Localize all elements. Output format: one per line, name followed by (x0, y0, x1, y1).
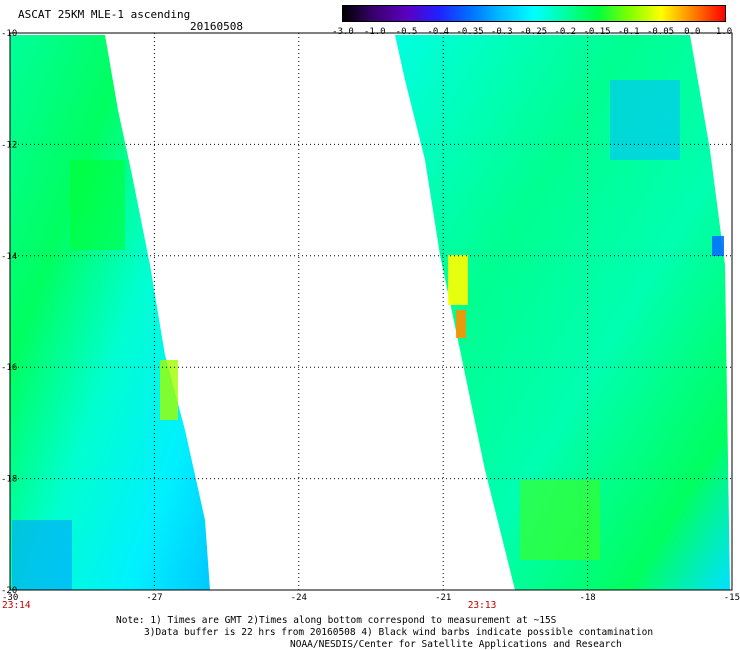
colorbar-tick-label: -0.5 (395, 27, 418, 37)
swath-left-patch (160, 360, 178, 420)
colorbar-labels: -3.0 -1.0 -0.5 -0.4 -0.35 -0.3 -0.25 -0.2 -0.15-… (0, 0, 740, 40)
latitude-label: -12 (1, 140, 17, 150)
axis-labels: -10 -12 -14 -16 -18 -20-30 -27 -24 -21 -18 -15 (1, 29, 740, 600)
swath-right-patch (712, 236, 724, 256)
colorbar-tick-label: -0.05 (646, 27, 675, 37)
colorbar-tick-label: 1.0 (715, 27, 733, 37)
latitude-label: -16 (1, 363, 17, 373)
colorbar (342, 5, 726, 22)
colorbar-tick-label: -0.4 (427, 27, 450, 37)
swath-right-patch (610, 80, 680, 160)
pass-time-label: 23:13 (467, 600, 497, 611)
product-date: 20160508 (190, 20, 243, 33)
wind-swath-map: -10 -12 -14 -16 -18 -20-30 -27 -24 -21 -18 -15 (1, 29, 740, 600)
colorbar-tick-label: -0.25 (519, 27, 548, 37)
note-line-2: 3)Data buffer is 22 hrs from 20160508 4)… (144, 627, 654, 638)
longitude-label: -15 (724, 593, 740, 600)
swath-left (10, 35, 210, 590)
longitude-label: -24 (291, 593, 307, 600)
colorbar-tick-label: -0.3 (490, 27, 513, 37)
swath-right-patch (520, 480, 600, 560)
swath-right (395, 35, 730, 590)
swath-left-patch (12, 520, 72, 590)
colorbar-tick-label: -0.2 (554, 27, 577, 37)
longitude-label: -30 (2, 593, 18, 600)
colorbar-tick-label: -0.1 (617, 27, 640, 37)
swath-right-patch (456, 310, 466, 338)
swath-left-patch (70, 160, 125, 250)
pass-time-label: 23:14 (2, 600, 31, 611)
latitude-label: -20 (1, 586, 17, 596)
swath-right-patch (448, 255, 468, 305)
graticule (9, 32, 733, 591)
longitude-label: -21 (435, 593, 451, 600)
latitude-label: -18 (1, 475, 17, 485)
longitude-label: -27 (146, 593, 162, 600)
note-line-3: NOAA/NESDIS/Center for Satellite Applica… (290, 639, 622, 650)
colorbar-tick-label: -1.0 (363, 27, 386, 37)
colorbar-tick-label: 0.0 (684, 27, 701, 37)
latitude-label: -10 (1, 29, 17, 39)
note-line-1: Note: 1) Times are GMT 2)Times along bot… (116, 615, 557, 626)
colorbar-tick-label: -3.0 (332, 27, 354, 37)
colorbar-tick-label: -0.15 (583, 27, 611, 37)
product-title: ASCAT 25KM MLE-1 ascending (18, 8, 191, 21)
colorbar-tick-label: -0.35 (456, 27, 484, 37)
latitude-label: -14 (1, 252, 17, 262)
longitude-label: -18 (579, 593, 595, 600)
